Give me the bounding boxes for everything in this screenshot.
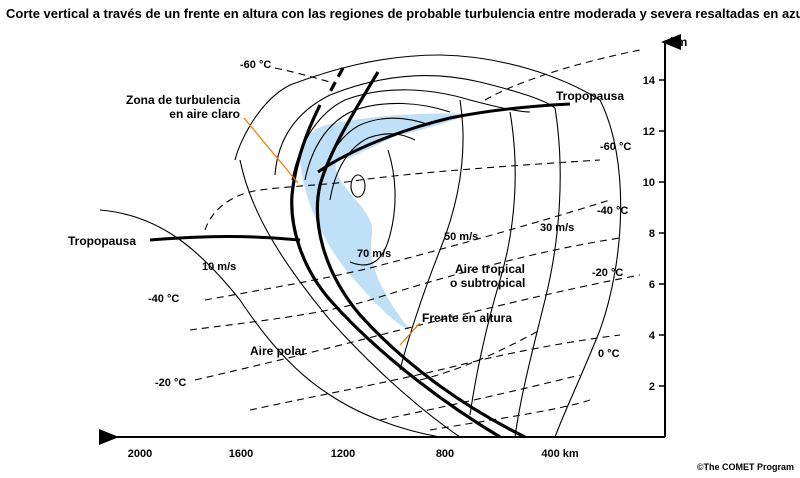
tropopause-lines <box>149 102 571 242</box>
y-tick-label: 12 <box>643 126 655 138</box>
isotherm-label: 0 °C <box>598 348 620 360</box>
tropical-air-label-line1: Aire tropical <box>455 262 525 276</box>
x-tick-label: 1600 <box>229 448 253 460</box>
cat-zone-label-line2: en aire claro <box>169 107 240 121</box>
axes <box>99 34 681 445</box>
y-tick-label: 4 <box>649 330 656 342</box>
isotherm-lines <box>189 49 641 431</box>
cat-zone-label-line1: Zona de turbulencia <box>126 93 240 107</box>
tropical-air-label-line2: o subtropical <box>450 276 525 290</box>
annotation-pointers <box>243 117 421 346</box>
x-tick-label: 2000 <box>128 448 152 460</box>
isotach-label: 50 m/s <box>444 231 478 243</box>
diagram-title: Corte vertical a través de un frente en … <box>6 6 800 21</box>
y-tick-label: 10 <box>643 177 655 189</box>
turbulence-region-main <box>300 113 470 331</box>
credit-text: ©The COMET Program <box>696 462 794 472</box>
x-tick-label: 400 km <box>541 448 579 460</box>
isotherm-label: -60 °C <box>240 59 271 71</box>
frontal-boundaries <box>290 67 526 439</box>
tropopause-label-right: Tropopausa <box>556 89 624 103</box>
x-tick-label: 1200 <box>331 448 355 460</box>
isotach-label: 30 m/s <box>540 222 574 234</box>
isotherm-label: -40 °C <box>148 293 179 305</box>
isotach-label: 10 m/s <box>202 261 236 273</box>
y-axis-unit: km <box>670 35 687 49</box>
tropopause-label-left: Tropopausa <box>68 234 136 248</box>
isotherm-label: -60 °C <box>600 141 631 153</box>
isotherm-label: -40 °C <box>597 205 628 217</box>
polar-air-label: Aire polar <box>250 344 306 358</box>
isotherm-label: -20 °C <box>592 267 623 279</box>
y-tick-label: 6 <box>649 279 655 291</box>
y-axis-ticks <box>659 79 665 387</box>
upper-front-label: Frente en altura <box>422 311 512 325</box>
isotach-label: 70 m/s <box>357 248 391 260</box>
x-tick-label: 800 <box>436 448 454 460</box>
y-tick-label: 8 <box>649 228 655 240</box>
y-tick-label: 14 <box>643 75 656 87</box>
isotherm-label: -20 °C <box>155 377 186 389</box>
y-tick-label: 2 <box>649 381 655 393</box>
